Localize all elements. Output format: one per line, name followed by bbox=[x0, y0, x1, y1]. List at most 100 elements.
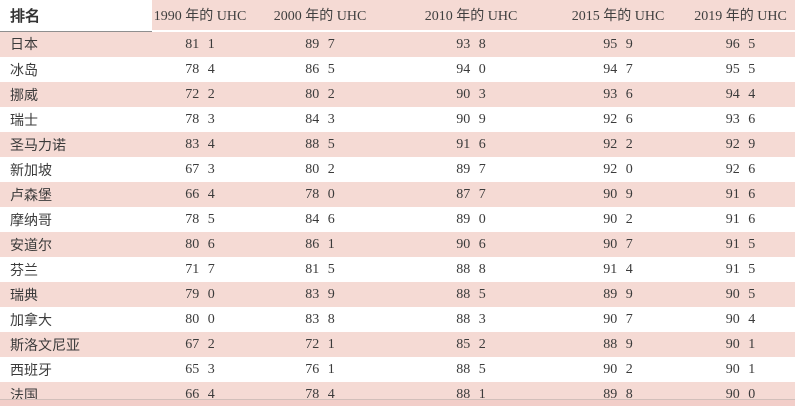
table-row: 瑞士 78 3 84 3 90 9 92 6 93 6 bbox=[0, 107, 795, 132]
value-cell: 81 1 bbox=[152, 31, 248, 57]
table-row: 圣马力诺 83 4 88 5 91 6 92 2 92 9 bbox=[0, 132, 795, 157]
value-cell: 84 3 bbox=[248, 107, 392, 132]
value-cell: 91 6 bbox=[392, 132, 550, 157]
country-cell: 加拿大 bbox=[0, 307, 152, 332]
value-cell: 92 6 bbox=[550, 107, 686, 132]
country-cell: 摩纳哥 bbox=[0, 207, 152, 232]
value-cell: 88 3 bbox=[392, 307, 550, 332]
value-cell: 67 3 bbox=[152, 157, 248, 182]
value-cell: 81 5 bbox=[248, 257, 392, 282]
value-cell: 89 9 bbox=[550, 282, 686, 307]
value-cell: 83 8 bbox=[248, 307, 392, 332]
value-cell: 87 7 bbox=[392, 182, 550, 207]
country-cell: 瑞士 bbox=[0, 107, 152, 132]
bottom-strip bbox=[0, 399, 795, 406]
value-cell: 90 7 bbox=[550, 307, 686, 332]
column-header-2000: 2000 年的 UHC bbox=[248, 0, 392, 32]
value-cell: 79 0 bbox=[152, 282, 248, 307]
value-cell: 88 9 bbox=[550, 332, 686, 357]
value-cell: 92 2 bbox=[550, 132, 686, 157]
value-cell: 86 5 bbox=[248, 57, 392, 82]
value-cell: 90 4 bbox=[686, 307, 795, 332]
column-header-rank: 排名 bbox=[0, 0, 152, 32]
value-cell: 92 6 bbox=[686, 157, 795, 182]
value-cell: 90 1 bbox=[686, 332, 795, 357]
value-cell: 90 9 bbox=[392, 107, 550, 132]
column-header-1990: 1990 年的 UHC bbox=[152, 0, 248, 32]
value-cell: 95 9 bbox=[550, 31, 686, 57]
value-cell: 92 0 bbox=[550, 157, 686, 182]
uhc-table-body: 日本 81 1 89 7 93 8 95 9 96 5 冰岛 78 4 86 5 94 0 94 7… bbox=[0, 31, 795, 406]
column-header-2015: 2015 年的 UHC bbox=[550, 0, 686, 32]
value-cell: 89 0 bbox=[392, 207, 550, 232]
value-cell: 90 1 bbox=[686, 357, 795, 382]
value-cell: 93 8 bbox=[392, 31, 550, 57]
value-cell: 85 2 bbox=[392, 332, 550, 357]
table-row: 挪威 72 2 80 2 90 3 93 6 94 4 bbox=[0, 82, 795, 107]
value-cell: 90 3 bbox=[392, 82, 550, 107]
column-header-2019: 2019 年的 UHC bbox=[686, 0, 795, 32]
country-cell: 圣马力诺 bbox=[0, 132, 152, 157]
table-row: 日本 81 1 89 7 93 8 95 9 96 5 bbox=[0, 31, 795, 57]
table-row: 西班牙 65 3 76 1 88 5 90 2 90 1 bbox=[0, 357, 795, 382]
value-cell: 80 2 bbox=[248, 157, 392, 182]
value-cell: 88 8 bbox=[392, 257, 550, 282]
value-cell: 78 5 bbox=[152, 207, 248, 232]
value-cell: 91 5 bbox=[686, 257, 795, 282]
value-cell: 90 6 bbox=[392, 232, 550, 257]
table-row: 加拿大 80 0 83 8 88 3 90 7 90 4 bbox=[0, 307, 795, 332]
value-cell: 91 6 bbox=[686, 182, 795, 207]
table-row: 冰岛 78 4 86 5 94 0 94 7 95 5 bbox=[0, 57, 795, 82]
value-cell: 90 2 bbox=[550, 357, 686, 382]
value-cell: 86 1 bbox=[248, 232, 392, 257]
value-cell: 94 0 bbox=[392, 57, 550, 82]
value-cell: 88 5 bbox=[248, 132, 392, 157]
value-cell: 83 4 bbox=[152, 132, 248, 157]
country-cell: 西班牙 bbox=[0, 357, 152, 382]
value-cell: 91 6 bbox=[686, 207, 795, 232]
table-row: 卢森堡 66 4 78 0 87 7 90 9 91 6 bbox=[0, 182, 795, 207]
value-cell: 90 5 bbox=[686, 282, 795, 307]
country-cell: 芬兰 bbox=[0, 257, 152, 282]
value-cell: 80 6 bbox=[152, 232, 248, 257]
value-cell: 95 5 bbox=[686, 57, 795, 82]
value-cell: 93 6 bbox=[686, 107, 795, 132]
table-row: 摩纳哥 78 5 84 6 89 0 90 2 91 6 bbox=[0, 207, 795, 232]
value-cell: 91 4 bbox=[550, 257, 686, 282]
value-cell: 83 9 bbox=[248, 282, 392, 307]
value-cell: 80 2 bbox=[248, 82, 392, 107]
table-row: 新加坡 67 3 80 2 89 7 92 0 92 6 bbox=[0, 157, 795, 182]
country-cell: 卢森堡 bbox=[0, 182, 152, 207]
value-cell: 84 6 bbox=[248, 207, 392, 232]
value-cell: 66 4 bbox=[152, 182, 248, 207]
value-cell: 72 2 bbox=[152, 82, 248, 107]
value-cell: 76 1 bbox=[248, 357, 392, 382]
value-cell: 65 3 bbox=[152, 357, 248, 382]
country-cell: 挪威 bbox=[0, 82, 152, 107]
value-cell: 93 6 bbox=[550, 82, 686, 107]
value-cell: 90 2 bbox=[550, 207, 686, 232]
value-cell: 92 9 bbox=[686, 132, 795, 157]
value-cell: 80 0 bbox=[152, 307, 248, 332]
value-cell: 96 5 bbox=[686, 31, 795, 57]
country-cell: 斯洛文尼亚 bbox=[0, 332, 152, 357]
value-cell: 91 5 bbox=[686, 232, 795, 257]
column-header-2010: 2010 年的 UHC bbox=[392, 0, 550, 32]
country-cell: 安道尔 bbox=[0, 232, 152, 257]
value-cell: 90 9 bbox=[550, 182, 686, 207]
table-row: 芬兰 71 7 81 5 88 8 91 4 91 5 bbox=[0, 257, 795, 282]
value-cell: 72 1 bbox=[248, 332, 392, 357]
value-cell: 78 0 bbox=[248, 182, 392, 207]
country-cell: 瑞典 bbox=[0, 282, 152, 307]
value-cell: 88 5 bbox=[392, 357, 550, 382]
value-cell: 78 3 bbox=[152, 107, 248, 132]
value-cell: 78 4 bbox=[152, 57, 248, 82]
value-cell: 94 7 bbox=[550, 57, 686, 82]
value-cell: 90 7 bbox=[550, 232, 686, 257]
value-cell: 67 2 bbox=[152, 332, 248, 357]
value-cell: 88 5 bbox=[392, 282, 550, 307]
value-cell: 94 4 bbox=[686, 82, 795, 107]
country-cell: 冰岛 bbox=[0, 57, 152, 82]
